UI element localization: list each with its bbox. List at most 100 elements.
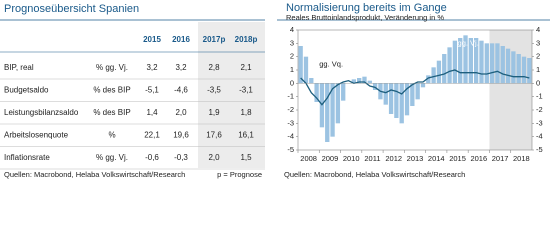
y2-tick-label: 3 xyxy=(536,38,540,47)
bar xyxy=(298,46,303,84)
bar xyxy=(521,56,527,84)
chart-subtitle: Reales Bruttoinlandsprodukt, Veränderung… xyxy=(286,13,444,22)
legend-label: gg. Vq. xyxy=(319,60,343,69)
bar xyxy=(479,40,484,84)
bar xyxy=(415,83,420,100)
bar xyxy=(436,60,442,84)
x-tick-label: 2015 xyxy=(449,154,466,163)
x-tick-label: 2018 xyxy=(513,154,530,163)
bar xyxy=(489,43,495,84)
row-label: BIP, real xyxy=(4,63,34,72)
y2-tick-label: 2 xyxy=(536,52,540,61)
bar xyxy=(303,56,309,84)
x-tick-label: 2012 xyxy=(385,154,402,163)
cell-value: 17,6 xyxy=(206,131,222,140)
x-tick-label: 2011 xyxy=(364,154,380,163)
table-note: p = Prognose xyxy=(217,170,262,179)
row-unit: % gg. Vj. xyxy=(96,63,128,72)
cell-value: -4,6 xyxy=(174,86,188,95)
bar xyxy=(511,51,516,84)
column-header: 2015 xyxy=(143,35,161,44)
bar xyxy=(505,48,511,84)
y-tick-label: -3 xyxy=(287,118,294,127)
bar xyxy=(516,54,521,84)
bar xyxy=(468,38,473,84)
bar xyxy=(394,83,399,118)
y2-tick-label: -2 xyxy=(536,105,543,114)
y2-tick-label: 4 xyxy=(536,25,540,34)
y-tick-label: -2 xyxy=(287,105,294,114)
bar xyxy=(367,80,372,84)
cell-value: 2,8 xyxy=(208,63,220,72)
row-label: Leistungsbilanzsaldo xyxy=(4,108,79,117)
cell-value: 2,0 xyxy=(208,153,220,162)
bar xyxy=(527,58,532,84)
x-tick-label: 2008 xyxy=(300,154,317,163)
bar xyxy=(325,83,330,142)
x-tick-label: 2017 xyxy=(492,154,509,163)
bar xyxy=(495,43,500,84)
y2-tick-label: 1 xyxy=(536,65,540,74)
bar xyxy=(410,83,415,106)
cell-value: -0,3 xyxy=(174,153,188,162)
cell-value: -5,1 xyxy=(145,86,159,95)
cell-value: 3,2 xyxy=(146,63,158,72)
cell-value: 2,0 xyxy=(175,108,187,117)
column-header: 2017p xyxy=(203,35,226,44)
bar xyxy=(330,83,335,137)
bar xyxy=(431,67,436,84)
column-header: 2018p xyxy=(235,35,258,44)
bar xyxy=(500,46,505,84)
bar xyxy=(458,38,463,84)
y2-tick-label: -5 xyxy=(536,145,543,154)
bar xyxy=(484,43,489,84)
cell-value: -0,6 xyxy=(145,153,159,162)
y-tick-label: 3 xyxy=(290,38,294,47)
bar xyxy=(447,47,452,84)
legend-label: gg. Vj. xyxy=(458,38,479,47)
cell-value: 2,1 xyxy=(240,63,252,72)
bar xyxy=(362,76,367,84)
x-tick-label: 2010 xyxy=(343,154,360,163)
y-tick-label: -5 xyxy=(287,145,294,154)
plot-frame xyxy=(297,29,533,151)
page: Prognoseübersicht Spanien Quellen: Macro… xyxy=(0,2,550,179)
bar xyxy=(357,78,362,84)
bar xyxy=(474,38,479,84)
bar xyxy=(442,54,447,84)
bar xyxy=(351,79,356,84)
bar xyxy=(452,40,458,84)
bar xyxy=(335,83,341,124)
table-title: Prognoseübersicht Spanien xyxy=(4,3,139,15)
y2-tick-label: -1 xyxy=(536,92,543,101)
y-tick-label: -1 xyxy=(287,92,294,101)
y2-tick-label: 0 xyxy=(536,78,540,87)
bar xyxy=(399,83,404,124)
forecast-columns xyxy=(198,22,265,168)
chart-title: Normalisierung bereits im Gange xyxy=(286,2,447,14)
cell-value: -3,1 xyxy=(239,86,253,95)
bar xyxy=(383,83,388,105)
cell-value: 1,8 xyxy=(240,108,252,117)
y-tick-label: -4 xyxy=(287,132,294,141)
row-unit: % xyxy=(108,131,115,140)
cell-value: 19,6 xyxy=(173,131,189,140)
x-tick-label: 2013 xyxy=(407,154,424,163)
y-tick-label: 0 xyxy=(290,78,294,87)
y2-tick-label: -3 xyxy=(536,118,543,127)
table-source: Quellen: Macrobond, Helaba Volkswirtscha… xyxy=(4,170,185,179)
x-tick-label: 2016 xyxy=(470,154,487,163)
x-tick-label: 2014 xyxy=(428,154,445,163)
y-tick-label: 1 xyxy=(290,65,294,74)
cell-value: 3,2 xyxy=(175,63,187,72)
column-header: 2016 xyxy=(172,35,190,44)
bar xyxy=(420,83,426,88)
y-tick-label: 4 xyxy=(290,25,294,34)
cell-value: 22,1 xyxy=(144,131,160,140)
y2-tick-label: -4 xyxy=(536,132,543,141)
bar xyxy=(388,83,394,114)
row-unit: % des BIP xyxy=(93,108,130,117)
row-label: Arbeitslosenquote xyxy=(4,131,69,140)
row-label: Budgetsaldo xyxy=(4,86,49,95)
bar xyxy=(314,83,319,102)
